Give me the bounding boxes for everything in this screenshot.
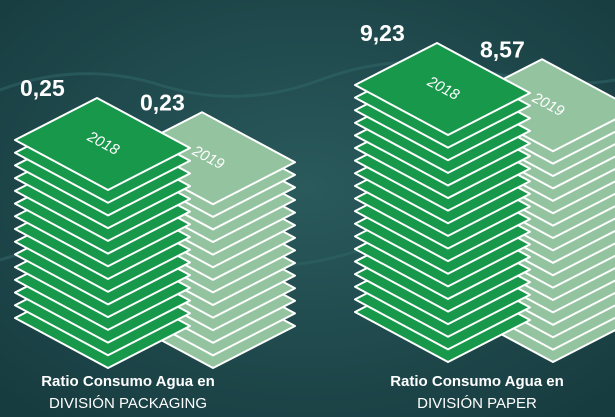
infographic: 20190,2320180,25Ratio Consumo Agua enDIV… — [0, 0, 615, 417]
chart-title: Ratio Consumo Agua en — [390, 373, 564, 390]
chart-title: Ratio Consumo Agua en — [41, 373, 215, 390]
value-label: 0,25 — [20, 75, 65, 101]
chart-subtitle: DIVISIÓN PACKAGING — [49, 395, 207, 412]
value-label: 9,23 — [360, 20, 405, 46]
chart-subtitle: DIVISIÓN PAPER — [417, 395, 537, 412]
value-label: 8,57 — [480, 36, 525, 62]
value-label: 0,23 — [140, 89, 185, 115]
